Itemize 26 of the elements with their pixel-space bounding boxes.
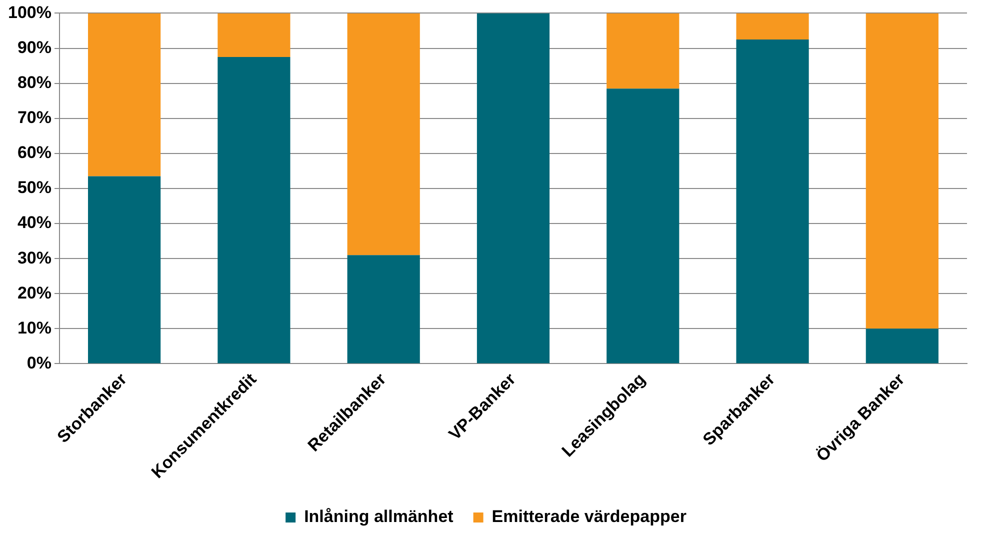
y-tick-label: 10% <box>17 318 52 338</box>
bar <box>476 13 550 364</box>
bar <box>606 13 680 89</box>
y-tick-label: 50% <box>17 178 52 198</box>
bar <box>347 255 420 364</box>
bar <box>218 57 290 364</box>
y-tick-label: 100% <box>8 2 52 22</box>
bar <box>218 13 290 58</box>
bar <box>606 88 680 364</box>
y-tick-label: 20% <box>17 283 52 302</box>
bar <box>347 13 420 256</box>
bar <box>88 176 161 364</box>
y-tick-label: 70% <box>17 108 52 128</box>
bar <box>736 39 809 364</box>
y-tick-label: 60% <box>17 143 52 162</box>
y-tick-label: 0% <box>26 353 52 372</box>
legend-label: Inlåning allmänhet <box>304 507 454 526</box>
legend-label: Emitterade värdepapper <box>492 507 687 526</box>
bar <box>866 328 938 364</box>
y-tick-label: 30% <box>17 248 52 268</box>
bar <box>88 13 161 176</box>
y-tick-label: 90% <box>17 38 52 57</box>
y-tick-label: 40% <box>17 213 52 232</box>
y-tick-label: 80% <box>17 72 52 92</box>
bar <box>866 13 938 329</box>
bar <box>736 13 809 40</box>
